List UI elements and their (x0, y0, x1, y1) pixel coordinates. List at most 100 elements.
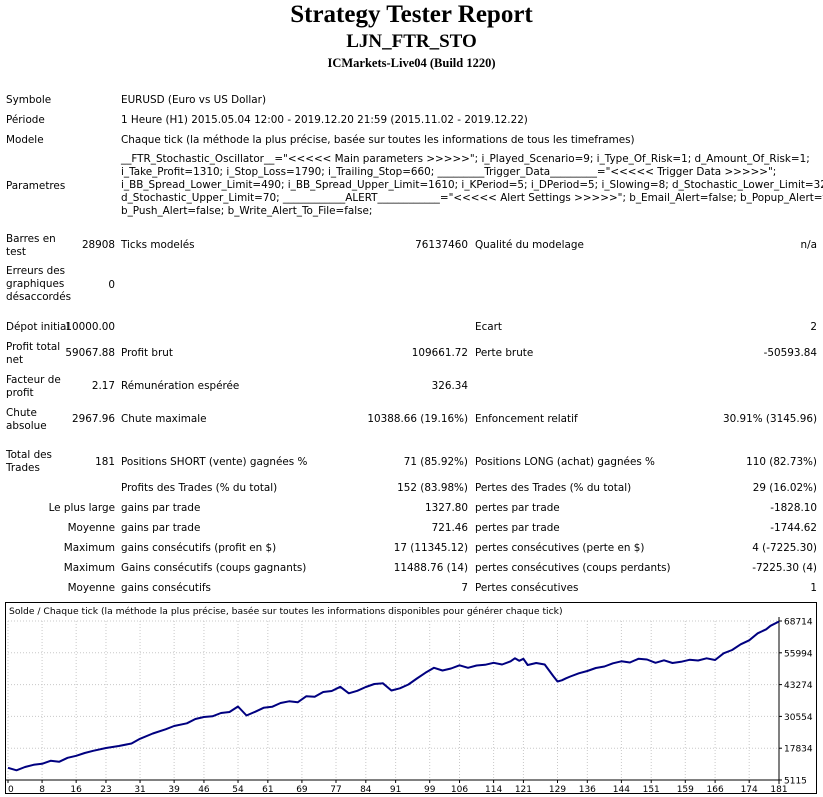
x-tick-label: 181 (770, 785, 787, 793)
x-tick-label: 136 (579, 785, 596, 793)
average-label: Moyenne (67, 582, 115, 594)
bars-value: 28908 (81, 239, 115, 251)
gross-profit-value: 109661.72 (411, 347, 468, 359)
max-drawdown-value: 10388.66 (19.16%) (367, 413, 468, 425)
x-tick-label: 77 (330, 785, 341, 793)
maximum-label: Maximum (63, 562, 115, 574)
gross-loss-value: -50593.84 (763, 347, 817, 359)
profit-factor-label: Facteur de profit (6, 374, 61, 399)
deposit-value: 10000.00 (65, 321, 115, 333)
y-tick-label: 30554 (784, 713, 813, 723)
avg-consec-wins-value: 7 (461, 582, 468, 594)
max-drawdown-label: Chute maximale (121, 413, 207, 425)
period-label: Période (6, 114, 45, 126)
x-tick-label: 159 (677, 785, 694, 793)
y-tick-label: 55994 (784, 649, 813, 659)
largest-gain-value: 1327.80 (425, 502, 468, 514)
avg-consec-losses-value: 1 (810, 582, 817, 594)
max-consec-profit-value: 11488.76 (14) (393, 562, 468, 574)
max-consec-wins-value: 17 (11345.12) (393, 542, 468, 554)
x-tick-label: 0 (8, 785, 14, 793)
errors-label: Erreurs des graphiques désaccordés (6, 265, 72, 303)
model-label: Modele (6, 134, 44, 146)
bars-label: Barres en test (6, 233, 56, 258)
avg-consec-losses-label: Pertes consécutives (475, 582, 579, 594)
profit-trades-label: Profits des Trades (% du total) (121, 482, 278, 494)
period-value: 1 Heure (H1) 2015.05.04 12:00 - 2019.12.… (121, 114, 528, 126)
x-tick-label: 8 (39, 785, 45, 793)
largest-gain-label: gains par trade (121, 502, 201, 514)
x-tick-label: 114 (485, 785, 502, 793)
maximum-label: Maximum (63, 542, 115, 554)
spread-label: Ecart (475, 321, 502, 333)
total-trades-label: Total des Trades (6, 449, 52, 474)
max-consec-wins-label: gains consécutifs (profit en $) (121, 542, 277, 554)
params-line: __FTR_Stochastic_Oscillator__="<<<<< Mai… (121, 153, 810, 165)
y-tick-label: 43274 (784, 681, 813, 691)
quality-label: Qualité du modelage (475, 239, 584, 251)
max-consec-losses-value: 4 (-7225.30) (752, 542, 817, 554)
balance-chart-svg: Solde / Chaque tick (la méthode la plus … (6, 606, 813, 793)
x-tick-label: 23 (100, 785, 111, 793)
rel-drawdown-label: Enfoncement relatif (475, 413, 578, 425)
net-profit-value: 59067.88 (65, 347, 115, 359)
long-positions-value: 110 (82.73%) (746, 456, 817, 468)
x-tick-label: 31 (134, 785, 145, 793)
errors-value: 0 (108, 279, 115, 291)
max-consec-profit-label: Gains consécutifs (coups gagnants) (121, 562, 307, 574)
ticks-label: Ticks modelés (121, 239, 195, 251)
expert-name: LJN_FTR_STO (346, 31, 477, 52)
server-info: ICMarkets-Live04 (Build 1220) (327, 56, 496, 70)
largest-loss-label: pertes par trade (475, 502, 560, 514)
x-tick-label: 16 (70, 785, 82, 793)
largest-label: Le plus large (48, 502, 115, 514)
x-tick-label: 174 (741, 785, 758, 793)
loss-trades-value: 29 (16.02%) (752, 482, 817, 494)
params-line: i_Take_Profit=1310; i_Stop_Loss=1790; i_… (121, 166, 777, 178)
profit-trades-value: 152 (83.98%) (397, 482, 468, 494)
symbol-label: Symbole (6, 94, 52, 106)
params-line: d_Stochastic_Upper_Limit=70; ___________… (121, 192, 823, 204)
x-tick-label: 61 (262, 785, 273, 793)
x-tick-label: 99 (424, 785, 436, 793)
symbol-value: EURUSD (Euro vs US Dollar) (121, 94, 266, 106)
x-tick-label: 69 (296, 785, 308, 793)
rel-drawdown-value: 30.91% (3145.96) (723, 413, 817, 425)
y-tick-label: 5115 (784, 777, 807, 787)
short-positions-label: Positions SHORT (vente) gagnées % (121, 456, 308, 468)
x-tick-label: 151 (643, 785, 660, 793)
params-label: Parametres (6, 180, 66, 192)
x-tick-label: 39 (168, 785, 180, 793)
x-tick-label: 84 (360, 785, 372, 793)
largest-loss-value: -1828.10 (770, 502, 817, 514)
gross-loss-label: Perte brute (475, 347, 534, 359)
balance-chart: Solde / Chaque tick (la méthode la plus … (5, 602, 817, 794)
balance-line (7, 620, 780, 772)
params-line: b_Push_Alert=false; b_Write_Alert_To_Fil… (121, 205, 373, 217)
x-tick-label: 144 (613, 785, 630, 793)
x-tick-label: 91 (390, 785, 401, 793)
abs-drawdown-label: Chute absolue (6, 407, 47, 432)
max-consec-losses-label: pertes consécutives (perte en $) (475, 542, 645, 554)
avg-loss-label: pertes par trade (475, 522, 560, 534)
average-label: Moyenne (67, 522, 115, 534)
y-tick-label: 17834 (784, 745, 813, 755)
spread-value: 2 (810, 321, 817, 333)
x-tick-label: 54 (232, 785, 244, 793)
deposit-label: Dépot initial (6, 321, 70, 333)
avg-consec-wins-label: gains consécutifs (121, 582, 211, 594)
avg-gain-value: 721.46 (431, 522, 468, 534)
params-line: i_BB_Spread_Lower_Limit=490; i_BB_Spread… (121, 179, 823, 191)
payoff-label: Rémunération espérée (121, 380, 240, 392)
long-positions-label: Positions LONG (achat) gagnées % (475, 456, 655, 468)
x-tick-label: 166 (707, 785, 724, 793)
quality-value: n/a (800, 239, 817, 251)
x-tick-label: 106 (451, 785, 468, 793)
avg-gain-label: gains par trade (121, 522, 201, 534)
x-tick-label: 121 (515, 785, 532, 793)
report-title: Strategy Tester Report (290, 1, 533, 28)
ticks-value: 76137460 (415, 239, 468, 251)
gross-profit-label: Profit brut (121, 347, 173, 359)
total-trades-value: 181 (95, 456, 115, 468)
chart-title: Solde / Chaque tick (la méthode la plus … (9, 606, 563, 617)
